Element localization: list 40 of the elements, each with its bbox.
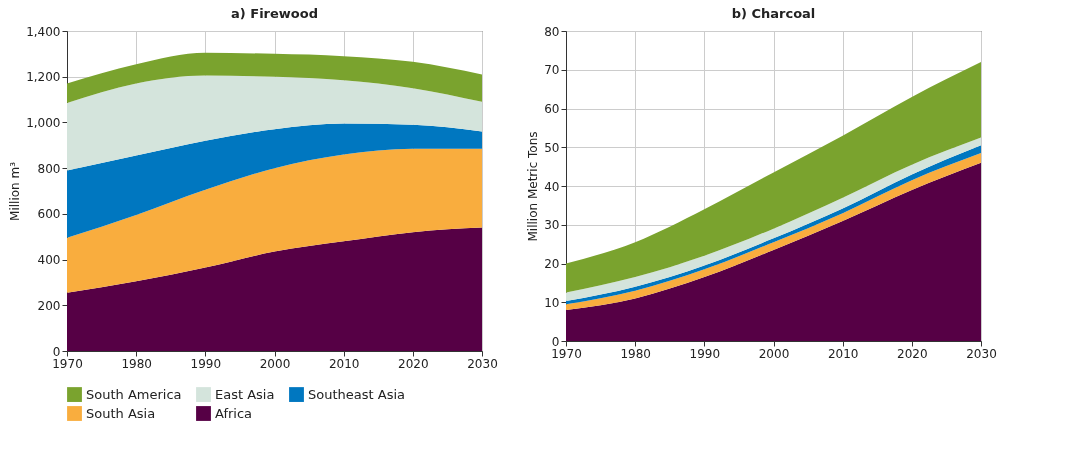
y-tick-label: 70 xyxy=(544,63,560,78)
x-tick-label: 1970 xyxy=(551,346,582,361)
x-tick-label: 2030 xyxy=(467,356,498,371)
y-tick-label: 1,200 xyxy=(26,70,61,85)
y-tick-label: 600 xyxy=(37,207,61,222)
y-tick-label: 0 xyxy=(551,334,560,349)
legend-label: South Asia xyxy=(86,405,156,421)
y-tick-label: 400 xyxy=(37,253,61,268)
y-tick-label: 200 xyxy=(37,298,61,313)
y-axis-title: Million Metric Tons xyxy=(526,131,541,242)
chart-title: a) Firewood xyxy=(231,6,318,21)
legend-label: Africa xyxy=(215,405,253,421)
x-tick-label: 1990 xyxy=(190,356,222,371)
x-tick-label: 2020 xyxy=(897,346,928,361)
x-tick-label: 1970 xyxy=(52,356,83,371)
y-tick-label: 80 xyxy=(544,24,560,39)
y-tick-label: 1,000 xyxy=(26,115,61,130)
y-tick-label: 1,400 xyxy=(26,24,61,39)
x-tick-label: 2030 xyxy=(966,346,997,361)
y-tick-label: 50 xyxy=(544,140,560,155)
legend-label: South America xyxy=(86,386,182,402)
y-tick-label: 40 xyxy=(544,179,560,194)
x-tick-label: 2010 xyxy=(328,356,360,371)
x-tick-label: 1990 xyxy=(689,346,721,361)
y-tick-label: 30 xyxy=(544,218,560,233)
x-tick-label: 2010 xyxy=(827,346,859,361)
y-axis-title: Million m³ xyxy=(8,161,23,221)
y-tick-label: 800 xyxy=(37,161,61,176)
legend-label: Southeast Asia xyxy=(308,386,405,402)
x-tick-label: 2000 xyxy=(259,356,291,371)
y-tick-label: 60 xyxy=(544,102,560,116)
x-tick-label: 2020 xyxy=(398,356,429,371)
y-tick-label: 10 xyxy=(544,295,560,310)
x-tick-label: 2000 xyxy=(758,346,790,361)
legend-label: East Asia xyxy=(215,386,275,402)
x-tick-label: 1980 xyxy=(121,356,152,371)
y-tick-label: 0 xyxy=(52,344,61,359)
y-tick-label: 20 xyxy=(544,257,560,271)
chart-title: b) Charcoal xyxy=(731,6,816,21)
x-tick-label: 1980 xyxy=(620,346,651,361)
